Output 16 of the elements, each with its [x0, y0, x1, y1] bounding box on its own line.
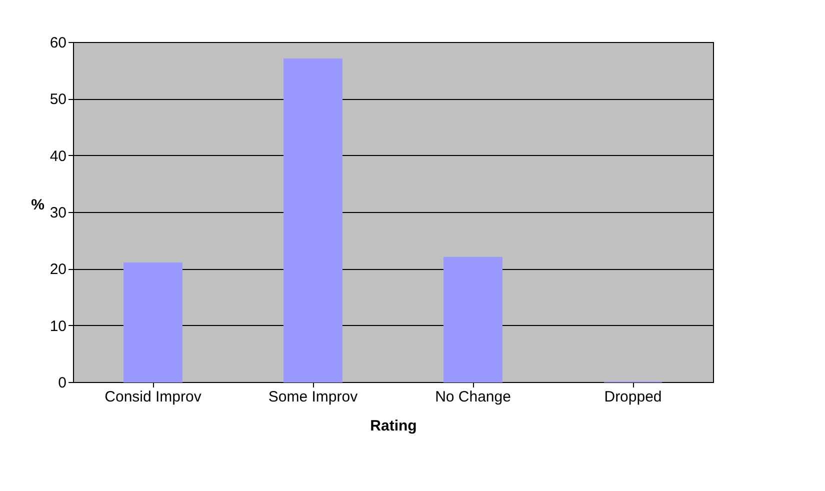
y-axis-title: %	[31, 196, 44, 214]
x-tick-label: Consid Improv	[104, 388, 202, 406]
y-tick-label: 40	[50, 148, 66, 165]
x-tick-label: Some Improv	[268, 388, 358, 406]
y-tick-label: 50	[50, 91, 66, 108]
bar	[444, 256, 502, 382]
y-tick-label: 30	[50, 204, 66, 222]
y-tick-label: 0	[58, 374, 66, 392]
bar	[124, 262, 182, 382]
bar	[284, 58, 342, 382]
y-tick-label: 60	[50, 34, 66, 52]
y-tick-label: 10	[50, 318, 66, 335]
y-tick-label: 20	[50, 261, 66, 278]
x-tick-label: Dropped	[604, 388, 662, 406]
x-axis-title: Rating	[370, 418, 417, 434]
x-tick-label: No Change	[435, 388, 511, 406]
